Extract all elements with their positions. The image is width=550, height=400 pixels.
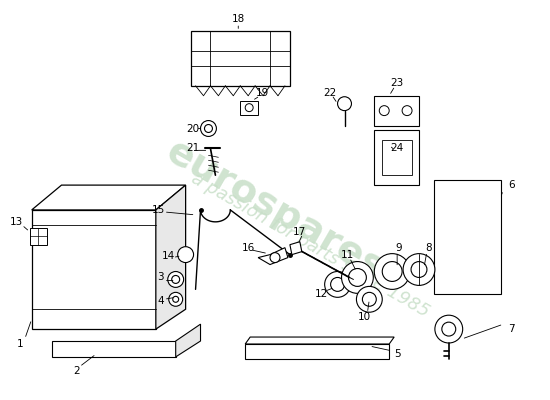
Text: 3: 3 bbox=[157, 272, 164, 282]
Circle shape bbox=[331, 278, 344, 291]
Text: 11: 11 bbox=[341, 250, 354, 260]
Polygon shape bbox=[290, 242, 302, 255]
Text: 13: 13 bbox=[10, 217, 24, 227]
Text: 12: 12 bbox=[315, 289, 328, 299]
Circle shape bbox=[349, 268, 366, 286]
Text: 22: 22 bbox=[323, 88, 336, 98]
Bar bbox=[191, 31, 290, 86]
Text: 19: 19 bbox=[255, 88, 269, 98]
Bar bbox=[375, 96, 419, 126]
Polygon shape bbox=[52, 341, 175, 357]
Circle shape bbox=[356, 286, 382, 312]
Circle shape bbox=[169, 292, 183, 306]
Circle shape bbox=[402, 106, 412, 116]
Text: 2: 2 bbox=[73, 366, 80, 376]
Text: 21: 21 bbox=[186, 143, 199, 153]
Text: 20: 20 bbox=[186, 124, 199, 134]
Text: 5: 5 bbox=[394, 349, 400, 359]
Circle shape bbox=[201, 120, 216, 136]
Polygon shape bbox=[30, 228, 47, 245]
Text: 24: 24 bbox=[390, 143, 404, 153]
Circle shape bbox=[375, 254, 410, 289]
Polygon shape bbox=[32, 210, 156, 329]
Text: a passion for parts since 1985: a passion for parts since 1985 bbox=[188, 169, 432, 320]
Text: 6: 6 bbox=[508, 180, 515, 190]
Text: 9: 9 bbox=[396, 243, 403, 253]
Polygon shape bbox=[32, 185, 186, 210]
Circle shape bbox=[342, 262, 373, 293]
Polygon shape bbox=[175, 324, 201, 357]
Text: 16: 16 bbox=[241, 243, 255, 253]
Text: 17: 17 bbox=[293, 227, 306, 237]
Polygon shape bbox=[258, 248, 288, 264]
Circle shape bbox=[382, 262, 402, 282]
Circle shape bbox=[379, 106, 389, 116]
Text: 15: 15 bbox=[152, 205, 166, 215]
Circle shape bbox=[324, 272, 350, 297]
Bar bbox=[434, 180, 502, 294]
Circle shape bbox=[403, 254, 435, 286]
Bar bbox=[375, 130, 419, 185]
Circle shape bbox=[435, 315, 463, 343]
Circle shape bbox=[205, 124, 212, 132]
Text: 14: 14 bbox=[162, 251, 175, 261]
Polygon shape bbox=[240, 101, 258, 114]
Circle shape bbox=[173, 296, 179, 302]
Circle shape bbox=[338, 97, 351, 111]
Circle shape bbox=[178, 247, 194, 262]
Circle shape bbox=[362, 292, 376, 306]
Text: 10: 10 bbox=[358, 312, 371, 322]
Text: 7: 7 bbox=[508, 324, 515, 334]
Text: 1: 1 bbox=[16, 339, 23, 349]
Text: 23: 23 bbox=[390, 78, 404, 88]
Circle shape bbox=[270, 253, 280, 262]
Polygon shape bbox=[156, 185, 186, 329]
Polygon shape bbox=[245, 344, 389, 359]
Circle shape bbox=[172, 276, 180, 284]
Text: 18: 18 bbox=[232, 14, 245, 24]
Circle shape bbox=[411, 262, 427, 278]
Bar bbox=[382, 140, 412, 175]
Text: 8: 8 bbox=[426, 243, 432, 253]
Text: eurospares: eurospares bbox=[159, 132, 391, 288]
Text: 4: 4 bbox=[157, 296, 164, 306]
Polygon shape bbox=[245, 337, 394, 344]
Circle shape bbox=[245, 104, 253, 112]
Circle shape bbox=[442, 322, 456, 336]
Circle shape bbox=[168, 272, 184, 287]
